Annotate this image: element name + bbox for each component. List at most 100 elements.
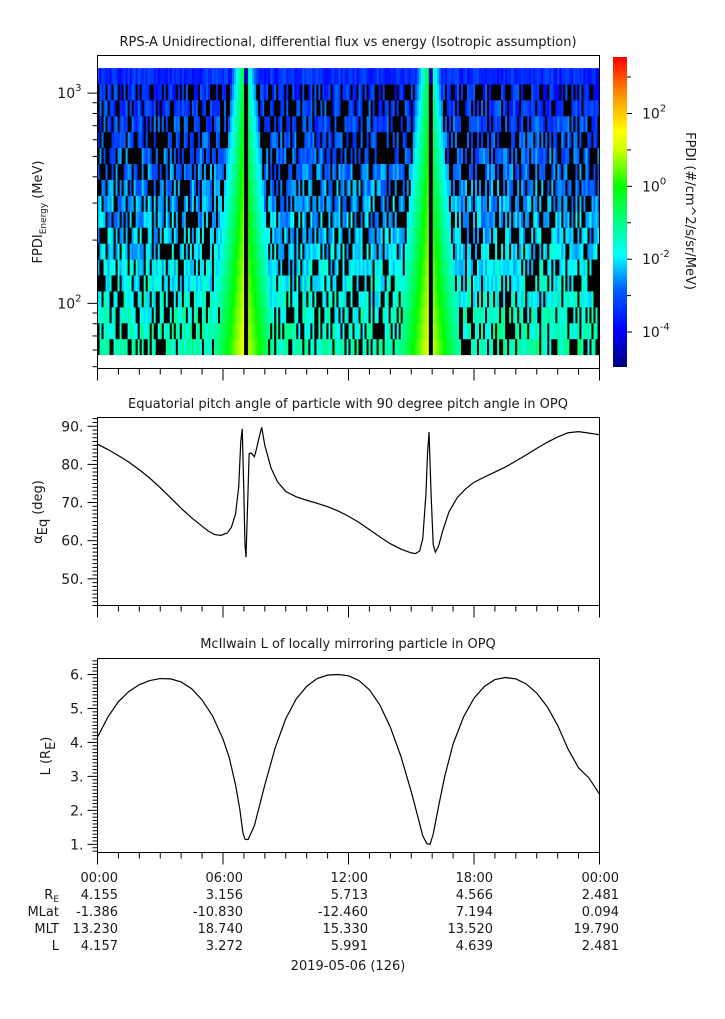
spectrogram-cell xyxy=(324,99,327,117)
spectrogram-cell xyxy=(531,243,534,260)
spectrogram-cell xyxy=(517,195,520,212)
spectrogram-cell xyxy=(161,259,165,276)
spectrogram-cell xyxy=(334,115,337,133)
spectrogram-cell xyxy=(221,338,225,356)
spectrogram-cell xyxy=(115,147,118,165)
spectrogram-cell xyxy=(99,322,102,340)
spectrogram-cell xyxy=(274,99,277,117)
spectrogram-cell xyxy=(282,275,285,292)
spectrogram-cell xyxy=(521,306,524,324)
spectrogram-cell xyxy=(260,322,263,340)
spectrogram-cell xyxy=(497,306,500,324)
spectrogram-cell xyxy=(378,306,382,324)
spectrogram-cell xyxy=(569,338,572,356)
spectrogram-cell xyxy=(286,227,289,244)
spectrogram-cell xyxy=(366,211,369,228)
spectrogram-cell xyxy=(280,115,283,133)
spectrogram-cell xyxy=(181,306,185,324)
spectrogram-cell xyxy=(348,338,351,356)
spectrogram-cell xyxy=(107,99,110,117)
spectrogram-cell xyxy=(312,306,315,324)
spectrogram-cell xyxy=(240,115,243,133)
spectrogram-cell xyxy=(252,243,255,260)
spectrogram-cell xyxy=(491,99,494,117)
spectrogram-cell xyxy=(456,291,460,308)
spectrogram-cell xyxy=(462,211,466,228)
spectrogram-cell xyxy=(442,243,446,260)
spectrogram-cell xyxy=(503,99,506,117)
spectrogram-cell xyxy=(416,115,420,133)
spectrogram-cell xyxy=(434,211,438,228)
spectrogram-cell xyxy=(240,195,243,212)
spectrogram-cell xyxy=(294,147,297,165)
spectrogram-cell xyxy=(127,115,131,133)
spectrogram-cell xyxy=(579,275,582,292)
tick-exponent: 2 xyxy=(660,103,666,114)
spectrogram-cell xyxy=(571,322,574,340)
spectrogram-cell xyxy=(205,179,209,196)
spectrogram-cell xyxy=(581,179,584,196)
spectrogram-cell xyxy=(159,115,163,133)
spectrogram-cell xyxy=(543,243,546,260)
spectrogram-cell xyxy=(280,275,283,292)
spectrogram-cell xyxy=(487,306,490,324)
spectrogram-cell xyxy=(99,99,102,117)
spectrogram-cell xyxy=(376,291,380,308)
spectrogram-cell xyxy=(123,84,127,101)
spectrogram-cell xyxy=(418,291,422,308)
spectrogram-cell xyxy=(384,211,388,228)
spectrogram-cell xyxy=(316,115,319,133)
spectrogram-cell xyxy=(238,322,241,340)
spectrogram-cell xyxy=(579,68,582,85)
spectrogram-cell xyxy=(272,115,275,133)
spectrogram-cell xyxy=(362,211,365,228)
y-tick-label: 103 xyxy=(57,83,81,102)
spectrogram-cell xyxy=(177,115,181,133)
spectrogram-cell xyxy=(109,306,112,324)
spectrogram-cell xyxy=(97,306,100,324)
spectrogram-cell xyxy=(268,259,271,276)
spectrogram-cell xyxy=(509,227,512,244)
spectrogram-cell xyxy=(258,322,261,340)
spectrogram-cell xyxy=(458,195,462,212)
spectrogram-cell xyxy=(394,179,398,196)
spectrogram-cell xyxy=(587,115,590,133)
spectrogram-cell xyxy=(497,68,500,85)
spectrogram-cell xyxy=(436,259,440,276)
spectrogram-cell xyxy=(475,195,478,212)
spectrogram-cell xyxy=(211,147,215,165)
spectrogram-cell xyxy=(503,131,506,149)
spectrogram-cell xyxy=(240,211,243,228)
spectrogram-cell xyxy=(258,243,261,260)
spectrogram-cell xyxy=(207,179,211,196)
spectrogram-cell xyxy=(470,243,474,260)
spectrogram-cell xyxy=(336,163,339,180)
spectrogram-cell xyxy=(246,259,249,276)
y-tick-label: 102 xyxy=(57,293,81,312)
spectrogram-cell xyxy=(177,68,181,85)
spectrogram-cell xyxy=(372,211,376,228)
spectrogram-cell xyxy=(491,211,494,228)
spectrogram-cell xyxy=(573,322,576,340)
spectrogram-cell xyxy=(159,275,163,292)
spectrogram-cell xyxy=(211,179,215,196)
spectrogram-cell xyxy=(493,195,496,212)
spectrogram-cell xyxy=(298,84,301,101)
spectrogram-cell xyxy=(561,227,564,244)
spectrogram-cell xyxy=(378,275,382,292)
spectrogram-cell xyxy=(332,338,335,356)
spectrogram-cell xyxy=(288,99,291,117)
spectrogram-cell xyxy=(342,195,345,212)
spectrogram-cell xyxy=(155,195,159,212)
spectrogram-cell xyxy=(264,68,267,85)
spectrogram-cell xyxy=(352,291,355,308)
spectrogram-cell xyxy=(501,243,504,260)
spectrogram-cell xyxy=(336,259,339,276)
spectrogram-cell xyxy=(434,179,438,196)
spectrogram-cell xyxy=(410,179,414,196)
spectrogram-cell xyxy=(354,195,357,212)
spectrogram-cell xyxy=(380,68,384,85)
spectrogram-cell xyxy=(159,131,163,149)
spectrogram-cell xyxy=(145,115,149,133)
spectrogram-cell xyxy=(334,99,337,117)
